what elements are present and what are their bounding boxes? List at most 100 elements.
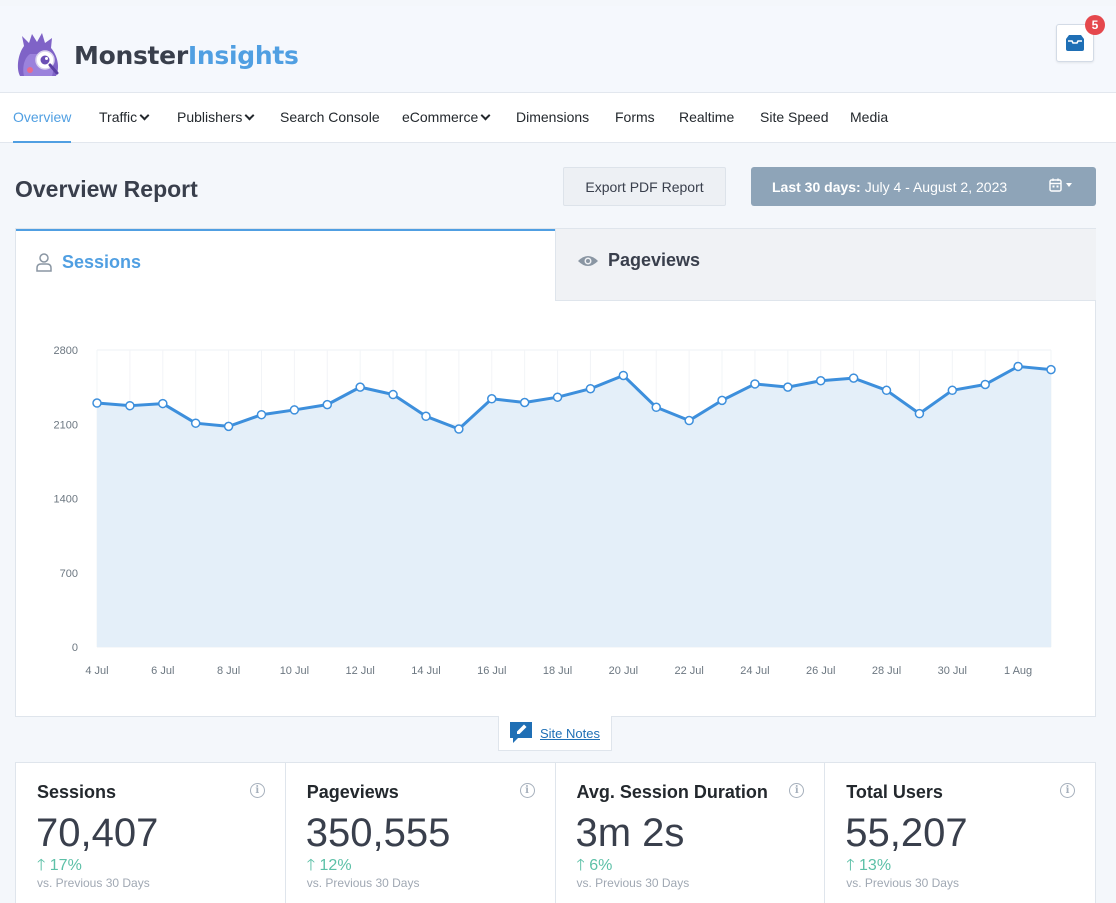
data-point [980, 379, 990, 390]
calendar-icon [1049, 178, 1072, 192]
data-point [947, 385, 958, 396]
arrow-up-icon: 🡑 [37, 857, 46, 874]
data-point [256, 409, 267, 420]
data-point [815, 376, 826, 386]
data-point [454, 424, 464, 434]
y-tick-label: 2800 [54, 345, 78, 357]
export-pdf-button[interactable]: Export PDF Report [563, 167, 726, 206]
nav-publishers[interactable]: Publishers [177, 93, 255, 143]
data-point [388, 389, 398, 400]
data-point [125, 400, 135, 411]
stat-change-value: 6% [589, 857, 613, 874]
stat-label: Pageviews [306, 782, 399, 802]
monsterinsights-logo[interactable]: MonsterInsights [12, 32, 299, 78]
nav-forms[interactable]: Forms [615, 93, 655, 143]
stat-label: Total Users [846, 782, 943, 802]
info-icon[interactable]: i [249, 783, 265, 798]
nav-item-label: Search Console [280, 109, 380, 125]
stat-card-pageviews: Pageviews i 350,555 🡑 12% vs. Previous 3… [286, 763, 556, 903]
nav-item-label: Forms [615, 109, 655, 125]
stat-label: Avg. Session Duration [576, 782, 768, 802]
data-point [223, 421, 234, 432]
inbox-icon [1066, 35, 1084, 51]
eye-icon [578, 256, 598, 266]
nav-item-label: Publishers [177, 109, 243, 125]
arrow-up-icon: 🡑 [846, 857, 855, 874]
chevron-down-icon [480, 110, 491, 121]
data-point [750, 379, 760, 389]
tab-pageviews[interactable]: Pageviews [555, 229, 1096, 301]
info-icon[interactable]: i [519, 783, 535, 798]
site-notes-button[interactable]: Site Notes [498, 716, 612, 751]
stats-row: Sessions i 70,407 🡑 17% vs. Previous 30 … [15, 762, 1096, 903]
nav-overview[interactable]: Overview [13, 93, 72, 143]
report-nav: Overview Traffic Publishers Search Conso… [0, 92, 1116, 143]
notification-count-badge: 5 [1085, 15, 1105, 35]
x-tick-label: 24 Jul [740, 665, 769, 677]
tab-sessions[interactable]: Sessions [16, 229, 555, 301]
data-point [1013, 361, 1023, 372]
data-point [322, 399, 333, 410]
data-point [783, 382, 793, 392]
stat-value: 350,555 [305, 811, 451, 855]
monster-mascot-icon [12, 32, 64, 78]
chevron-down-icon [139, 110, 150, 121]
data-point [158, 398, 168, 409]
chart-panel: Sessions Pageviews 0 700 1400 2100 2800 4 Jul… [15, 228, 1096, 717]
site-notes-label: Site Notes [540, 725, 600, 741]
nav-ecommerce[interactable]: eCommerce [402, 93, 491, 143]
nav-item-label: Site Speed [760, 109, 829, 125]
page-title: Overview Report [15, 176, 198, 202]
nav-item-label: Media [850, 109, 889, 125]
logo-text-insights: Insights [187, 40, 299, 70]
data-point [289, 405, 300, 415]
arrow-up-icon: 🡑 [576, 857, 585, 874]
nav-traffic[interactable]: Traffic [99, 93, 150, 143]
data-point [717, 395, 727, 406]
data-point [651, 402, 661, 413]
x-tick-label: 28 Jul [872, 665, 901, 677]
stat-change-value: 17% [49, 857, 82, 874]
data-point [355, 382, 365, 392]
chevron-down-icon [244, 110, 255, 121]
x-tick-label: 16 Jul [477, 665, 506, 677]
nav-media[interactable]: Media [850, 93, 888, 143]
x-tick-label: 20 Jul [609, 665, 638, 677]
nav-search-console[interactable]: Search Console [280, 93, 380, 143]
info-icon[interactable]: i [789, 783, 805, 798]
date-range-picker[interactable]: Last 30 days: July 4 - August 2, 2023 [751, 167, 1096, 206]
stat-change-value: 13% [859, 857, 892, 874]
data-point [190, 418, 201, 428]
nav-item-label: Realtime [679, 109, 735, 125]
y-tick-label: 700 [60, 568, 78, 580]
x-tick-label: 30 Jul [938, 665, 967, 677]
data-point [552, 392, 563, 402]
data-point [487, 394, 497, 404]
stat-comparison: vs. Previous 30 Days [576, 876, 690, 890]
y-tick-label: 0 [72, 642, 78, 654]
stat-change: 🡑 12% [307, 854, 352, 881]
x-tick-label: 14 Jul [411, 665, 440, 677]
nav-site-speed[interactable]: Site Speed [760, 93, 829, 143]
nav-dimensions[interactable]: Dimensions [516, 93, 589, 143]
nav-realtime[interactable]: Realtime [679, 93, 734, 143]
x-tick-label: 10 Jul [280, 665, 309, 677]
stat-change: 🡑 6% [577, 854, 613, 881]
data-point [881, 385, 892, 396]
date-range-prefix: Last 30 days: [772, 178, 861, 195]
y-tick-label: 2100 [54, 419, 78, 431]
stat-value: 3m 2s [575, 811, 685, 855]
stat-card-sessions: Sessions i 70,407 🡑 17% vs. Previous 30 … [16, 763, 286, 903]
x-tick-label: 22 Jul [674, 665, 703, 677]
info-icon[interactable]: i [1060, 783, 1075, 798]
stat-change: 🡑 17% [37, 854, 82, 881]
stat-comparison: vs. Previous 30 Days [846, 876, 959, 890]
stat-label: Sessions [37, 782, 117, 802]
app-header: MonsterInsights [0, 6, 1116, 92]
x-tick-label: 26 Jul [806, 665, 835, 677]
nav-item-label: Overview [13, 109, 72, 125]
x-tick-label: 8 Jul [217, 665, 240, 677]
stat-card-avg-session-duration: Avg. Session Duration i 3m 2s 🡑 6% vs. P… [556, 763, 826, 903]
data-point [618, 370, 629, 381]
nav-item-label: Traffic [99, 109, 138, 125]
